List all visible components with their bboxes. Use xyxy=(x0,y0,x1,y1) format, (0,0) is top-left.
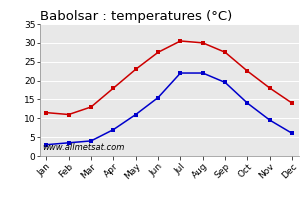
Text: www.allmetsat.com: www.allmetsat.com xyxy=(42,143,125,152)
Text: Babolsar : temperatures (°C): Babolsar : temperatures (°C) xyxy=(40,10,232,23)
